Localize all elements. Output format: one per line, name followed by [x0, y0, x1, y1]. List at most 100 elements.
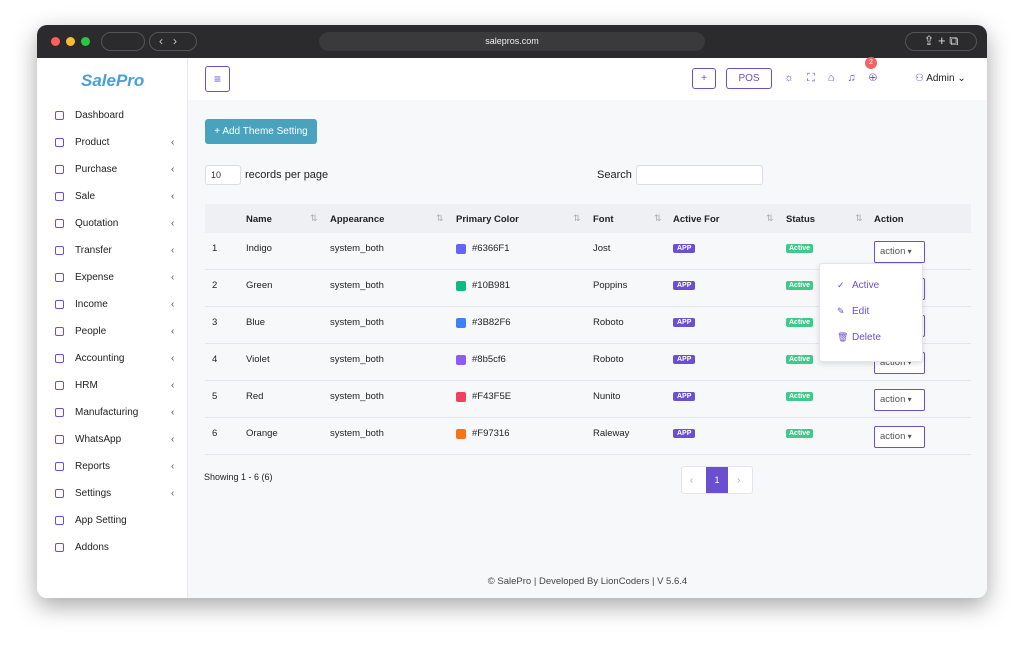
next-page[interactable]: ›: [737, 475, 741, 486]
sidebar-label: HRM: [75, 380, 98, 391]
status-pill: Active: [786, 355, 814, 364]
dropdown-icon: ✓: [837, 280, 845, 290]
menu-toggle[interactable]: ≡: [205, 66, 230, 92]
submenu-chevron: ‹: [171, 137, 175, 148]
url: salepros.com: [485, 36, 539, 46]
footer: © SalePro | Developed By LionCoders | V …: [487, 576, 688, 587]
sidebar-label: Expense: [75, 272, 114, 283]
column-header[interactable]: Name: [246, 214, 272, 225]
color-swatch: [456, 429, 466, 439]
action-label: action: [880, 394, 906, 405]
table-cell: 4: [212, 354, 218, 365]
submenu-chevron: ‹: [171, 272, 175, 283]
dropdown-label: Edit: [852, 306, 870, 317]
sidebar-item[interactable]: Reports ‹: [37, 458, 187, 478]
sidebar-toggle[interactable]: [101, 32, 145, 51]
title-bar: ‹ › salepros.com ⇪ + ⧉: [37, 25, 987, 58]
table-header-row: [205, 204, 971, 233]
sidebar-icon: [55, 489, 64, 498]
top-header: ≡ + POS ☼⛶⌂♫⊕ 2 ⚇ Admin ⌄: [188, 57, 987, 100]
submenu-chevron: ‹: [171, 245, 175, 256]
platform-pill: APP: [673, 392, 696, 401]
sidebar-item[interactable]: Accounting ‹: [37, 350, 187, 370]
sidebar-item[interactable]: Addons: [37, 539, 187, 559]
sidebar-item[interactable]: Quotation ‹: [37, 215, 187, 235]
page-size-select[interactable]: 10: [205, 165, 241, 185]
sidebar-item[interactable]: HRM ‹: [37, 377, 187, 397]
table-cell: #F97316: [472, 428, 510, 439]
sidebar-item[interactable]: People ‹: [37, 323, 187, 343]
prev-page[interactable]: ‹: [690, 475, 694, 486]
nav-buttons[interactable]: ‹ ›: [149, 32, 197, 51]
status-pill: Active: [786, 429, 814, 438]
sidebar-item[interactable]: WhatsApp ‹: [37, 431, 187, 451]
sidebar-label: Quotation: [75, 218, 119, 229]
column-header[interactable]: Appearance: [330, 214, 385, 225]
submenu-chevron: ‹: [171, 218, 175, 229]
sidebar-icon: [55, 543, 64, 552]
sidebar-icon: [55, 138, 64, 147]
address-bar[interactable]: salepros.com: [319, 32, 705, 51]
add-theme-button[interactable]: + Add Theme Setting: [205, 119, 317, 144]
column-header[interactable]: Action: [874, 214, 904, 225]
sort-icon[interactable]: ⇅: [766, 213, 774, 223]
table-cell: Raleway: [593, 428, 630, 439]
sidebar-label: Manufacturing: [75, 407, 139, 418]
pagination: ‹ 1 ›: [681, 466, 753, 494]
pos-button[interactable]: POS: [726, 68, 772, 89]
table-cell: Nunito: [593, 391, 621, 402]
action-button[interactable]: action ▾: [874, 426, 925, 448]
sidebar-icon: [55, 381, 64, 390]
sidebar-item[interactable]: Purchase ‹: [37, 161, 187, 181]
column-header[interactable]: Primary Color: [456, 214, 519, 225]
sidebar-label: App Setting: [75, 515, 127, 526]
column-header[interactable]: Status: [786, 214, 816, 225]
dropdown-item[interactable]: ✓ Active: [820, 280, 922, 296]
table-cell: Violet: [246, 354, 270, 365]
status-pill: Active: [786, 392, 814, 401]
sort-icon[interactable]: ⇅: [310, 213, 318, 223]
action-button[interactable]: action ▾: [874, 389, 925, 411]
table-cell: Orange: [246, 428, 278, 439]
sidebar-item[interactable]: Product ‹: [37, 134, 187, 154]
add-label: +: [701, 73, 707, 84]
sort-icon[interactable]: ⇅: [654, 213, 662, 223]
sidebar-item[interactable]: Manufacturing ‹: [37, 404, 187, 424]
sidebar-item[interactable]: Income ‹: [37, 296, 187, 316]
browser-window: ‹ › salepros.com ⇪ + ⧉ SalePro Dashboard…: [37, 25, 987, 598]
dropdown-item[interactable]: 🗑 Delete: [820, 332, 922, 348]
sort-icon[interactable]: ⇅: [573, 213, 581, 223]
search-input[interactable]: [636, 165, 763, 185]
platform-pill: APP: [673, 281, 696, 290]
sidebar-label: Transfer: [75, 245, 112, 256]
table-cell: Green: [246, 280, 273, 291]
sort-icon[interactable]: ⇅: [855, 213, 863, 223]
sidebar-item[interactable]: Settings ‹: [37, 485, 187, 505]
toolbar-buttons[interactable]: ⇪ + ⧉: [905, 32, 977, 51]
close[interactable]: [51, 37, 60, 46]
action-label: action: [880, 431, 906, 442]
column-header[interactable]: Font: [593, 214, 614, 225]
status-pill: Active: [786, 281, 814, 290]
sidebar-label: Settings: [75, 488, 112, 499]
dropdown-item[interactable]: ✎ Edit: [820, 306, 922, 322]
table-row: [205, 418, 971, 455]
minimize[interactable]: [66, 37, 75, 46]
sidebar-item[interactable]: Expense ‹: [37, 269, 187, 289]
action-button[interactable]: action ▾: [874, 241, 925, 263]
sidebar-item[interactable]: Transfer ‹: [37, 242, 187, 262]
sidebar-item[interactable]: Sale ‹: [37, 188, 187, 208]
user-menu[interactable]: ⚇ Admin ⌄: [915, 73, 966, 84]
sort-icon[interactable]: ⇅: [436, 213, 444, 223]
maximize[interactable]: [81, 37, 90, 46]
platform-pill: APP: [673, 429, 696, 438]
add-button[interactable]: +: [692, 68, 716, 89]
current-page[interactable]: 1: [706, 467, 728, 493]
sidebar-item[interactable]: App Setting: [37, 512, 187, 532]
header-icons[interactable]: ☼⛶⌂♫⊕: [784, 72, 891, 84]
column-header[interactable]: Active For: [673, 214, 720, 225]
submenu-chevron: ‹: [171, 299, 175, 310]
sidebar-item[interactable]: Dashboard: [37, 107, 187, 127]
table-cell: Red: [246, 391, 264, 402]
action-label: action: [880, 357, 906, 368]
